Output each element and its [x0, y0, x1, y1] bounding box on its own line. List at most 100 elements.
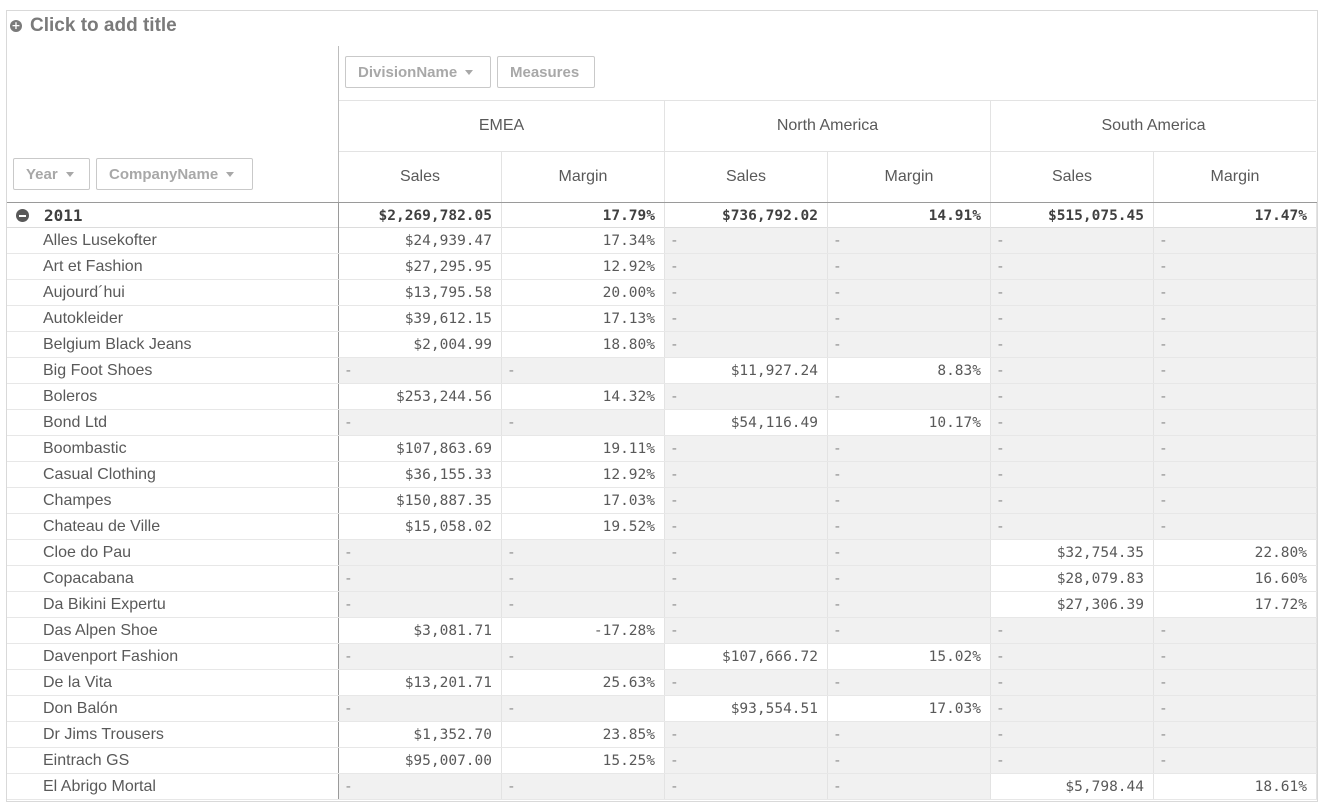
- company-name-cell[interactable]: Aujourd´hui: [7, 280, 339, 305]
- company-name-cell[interactable]: Davenport Fashion: [7, 644, 339, 669]
- measure-header-sales[interactable]: Sales: [1051, 168, 1093, 185]
- total-north-america-margin: 14.91%: [828, 203, 991, 228]
- cell-north-america-sales: -: [665, 254, 828, 279]
- division-header-emea[interactable]: EMEA: [478, 117, 525, 134]
- cell-north-america-sales: -: [665, 514, 828, 539]
- cell-north-america-sales: -: [665, 670, 828, 695]
- company-name-cell[interactable]: Copacabana: [7, 566, 339, 591]
- company-name-cell[interactable]: Da Bikini Expertu: [7, 592, 339, 617]
- division-header-north-america[interactable]: North America: [776, 117, 879, 134]
- cell-emea-margin: -: [502, 566, 665, 591]
- company-name-cell[interactable]: Chateau de Ville: [7, 514, 339, 539]
- company-name-cell[interactable]: Champes: [7, 488, 339, 513]
- year-dimension-pill[interactable]: Year: [13, 158, 90, 190]
- company-name-cell[interactable]: Eintrach GS: [7, 748, 339, 773]
- division-name-pill-label: DivisionName: [358, 63, 458, 81]
- cell-north-america-margin: 17.03%: [828, 696, 991, 721]
- cell-north-america-sales: $54,116.49: [665, 410, 828, 435]
- cell-south-america-margin: -: [1154, 670, 1317, 695]
- cell-emea-sales: -: [339, 566, 502, 591]
- division-header-south-america[interactable]: South America: [1101, 117, 1206, 134]
- table-row: Dr Jims Trousers $1,352.70 23.85% - - - -: [7, 722, 1317, 748]
- year-pill-label: Year: [26, 165, 58, 183]
- cell-north-america-sales: -: [665, 306, 828, 331]
- cell-south-america-sales: -: [991, 618, 1154, 643]
- cell-north-america-margin: -: [828, 488, 991, 513]
- year-row-header[interactable]: 2011: [7, 203, 339, 228]
- cell-emea-margin: 17.34%: [502, 228, 665, 253]
- cell-emea-sales: $13,795.58: [339, 280, 502, 305]
- cell-north-america-sales: -: [665, 228, 828, 253]
- cell-emea-sales: $27,295.95: [339, 254, 502, 279]
- add-title-plus-icon[interactable]: +: [10, 19, 22, 32]
- cell-south-america-margin: -: [1154, 280, 1317, 305]
- cell-south-america-margin: -: [1154, 384, 1317, 409]
- company-name-cell[interactable]: Das Alpen Shoe: [7, 618, 339, 643]
- company-name-cell[interactable]: Bond Ltd: [7, 410, 339, 435]
- cell-north-america-margin: 15.02%: [828, 644, 991, 669]
- measure-header-sales[interactable]: Sales: [725, 168, 767, 185]
- table-row: Cloe do Pau - - - - $32,754.35 22.80%: [7, 540, 1317, 566]
- company-name-cell[interactable]: Cloe do Pau: [7, 540, 339, 565]
- measures-pill[interactable]: Measures: [497, 56, 595, 88]
- cell-south-america-margin: -: [1154, 410, 1317, 435]
- cell-emea-margin: -17.28%: [502, 618, 665, 643]
- cell-south-america-margin: 18.61%: [1154, 774, 1317, 799]
- cell-north-america-margin: -: [828, 540, 991, 565]
- table-row: Aujourd´hui $13,795.58 20.00% - - - -: [7, 280, 1317, 306]
- company-name-cell[interactable]: Casual Clothing: [7, 462, 339, 487]
- company-name-cell[interactable]: Big Foot Shoes: [7, 358, 339, 383]
- division-header-top-line: [339, 100, 1316, 101]
- division-name-dimension-pill[interactable]: DivisionName: [345, 56, 491, 88]
- cell-emea-sales: -: [339, 644, 502, 669]
- company-name-cell[interactable]: Dr Jims Trousers: [7, 722, 339, 747]
- cell-emea-sales: -: [339, 696, 502, 721]
- company-name-cell[interactable]: Boombastic: [7, 436, 339, 461]
- company-name-cell[interactable]: Alles Lusekofter: [7, 228, 339, 253]
- company-name-cell[interactable]: Belgium Black Jeans: [7, 332, 339, 357]
- cell-north-america-margin: -: [828, 748, 991, 773]
- collapse-minus-icon[interactable]: [16, 209, 29, 222]
- cell-north-america-sales: -: [665, 566, 828, 591]
- measure-header-margin[interactable]: Margin: [558, 168, 608, 185]
- cell-south-america-margin: -: [1154, 228, 1317, 253]
- cell-south-america-margin: -: [1154, 306, 1317, 331]
- company-name-cell[interactable]: Don Balón: [7, 696, 339, 721]
- cell-north-america-margin: -: [828, 254, 991, 279]
- company-name-dimension-pill[interactable]: CompanyName: [96, 158, 253, 190]
- cell-emea-margin: -: [502, 410, 665, 435]
- measure-header-margin[interactable]: Margin: [1210, 168, 1260, 185]
- cell-emea-sales: $39,612.15: [339, 306, 502, 331]
- cell-north-america-margin: -: [828, 332, 991, 357]
- chart-title[interactable]: Click to add title: [30, 15, 177, 36]
- company-name-cell[interactable]: El Abrigo Mortal: [7, 774, 339, 799]
- measure-header-sales[interactable]: Sales: [399, 168, 441, 185]
- total-north-america-sales: $736,792.02: [665, 203, 828, 228]
- company-name-pill-label: CompanyName: [109, 165, 219, 183]
- cell-south-america-sales: -: [991, 332, 1154, 357]
- pivot-data-grid: 2011 $2,269,782.05 17.79% $736,792.02 14…: [7, 202, 1317, 800]
- title-bar[interactable]: + Click to add title: [10, 14, 177, 38]
- chevron-down-icon: [65, 171, 74, 177]
- table-row: Art et Fashion $27,295.95 12.92% - - - -: [7, 254, 1317, 280]
- cell-south-america-sales: -: [991, 488, 1154, 513]
- cell-emea-margin: 19.11%: [502, 436, 665, 461]
- table-row: Alles Lusekofter $24,939.47 17.34% - - - -: [7, 228, 1317, 254]
- cell-south-america-margin: -: [1154, 618, 1317, 643]
- company-name-cell[interactable]: Autokleider: [7, 306, 339, 331]
- company-name-cell[interactable]: Boleros: [7, 384, 339, 409]
- cell-north-america-margin: 10.17%: [828, 410, 991, 435]
- cell-emea-margin: -: [502, 540, 665, 565]
- cell-north-america-sales: $11,927.24: [665, 358, 828, 383]
- cell-south-america-margin: 17.72%: [1154, 592, 1317, 617]
- company-name-cell[interactable]: De la Vita: [7, 670, 339, 695]
- company-name-cell[interactable]: Art et Fashion: [7, 254, 339, 279]
- measure-header-margin[interactable]: Margin: [884, 168, 934, 185]
- table-row: Davenport Fashion - - $107,666.72 15.02% - -: [7, 644, 1317, 670]
- cell-north-america-margin: -: [828, 462, 991, 487]
- cell-emea-sales: -: [339, 540, 502, 565]
- cell-north-america-sales: -: [665, 436, 828, 461]
- cell-north-america-sales: -: [665, 540, 828, 565]
- cell-north-america-margin: -: [828, 566, 991, 591]
- year-total-row: 2011 $2,269,782.05 17.79% $736,792.02 14…: [7, 202, 1317, 228]
